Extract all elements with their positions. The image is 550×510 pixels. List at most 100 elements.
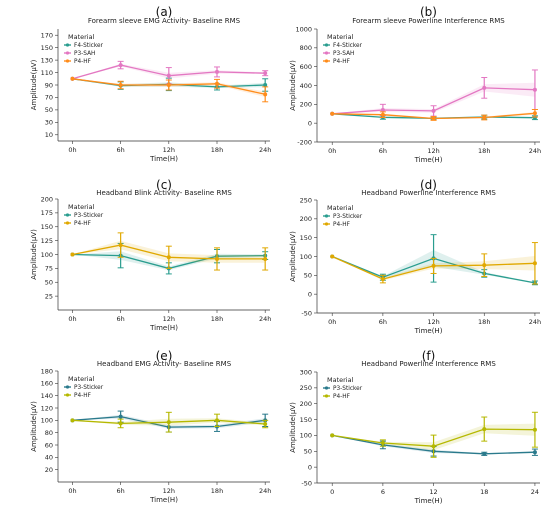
legend-entry: F4-Sticker [333, 43, 363, 49]
panel-label: (d) [420, 178, 437, 192]
x-tick-label: 18 [480, 488, 488, 496]
x-axis-label: Time(H) [414, 497, 443, 505]
y-tick-label: 130 [41, 56, 53, 64]
legend: Material F4-Sticker P3-SAH P4-HF [64, 33, 104, 65]
y-tick-label: 150 [41, 44, 53, 52]
y-tick-label: 300 [300, 368, 312, 376]
legend-entry: P4-HF [333, 394, 350, 400]
data-point [263, 83, 268, 87]
series-P4-HF [330, 242, 538, 285]
chart-title: Forearm sleeve EMG Activity- Baseline RM… [88, 17, 241, 25]
legend-entry: P4-HF [74, 59, 91, 65]
y-tick-label: 200 [300, 400, 312, 408]
legend-marker [324, 394, 329, 398]
x-tick-label: 18h [478, 318, 490, 326]
y-tick-label: 110 [41, 69, 53, 77]
x-tick-label: 24h [259, 315, 271, 323]
y-axis-label: Amplitude(µV) [30, 229, 38, 280]
data-point [263, 92, 268, 97]
y-tick-label: 30 [45, 119, 53, 127]
data-point [532, 261, 537, 266]
series-P3-SAH [330, 69, 538, 117]
data-point [532, 427, 537, 432]
legend-marker [65, 213, 70, 217]
x-axis-label: Time(H) [149, 324, 178, 332]
data-point [166, 73, 171, 78]
data-point [70, 418, 75, 423]
legend-marker [324, 214, 329, 218]
data-point [215, 256, 219, 261]
legend-entry: P3-SAH [333, 51, 354, 57]
y-tick-label: 10 [45, 131, 53, 139]
y-tick-label: 170 [41, 32, 53, 40]
legend-title: Material [68, 375, 95, 383]
y-tick-label: 150 [300, 234, 312, 242]
data-point [118, 414, 123, 419]
y-tick-label: 180 [41, 367, 53, 375]
panel-label: (e) [156, 349, 173, 363]
x-tick-label: 24h [259, 146, 271, 154]
data-point [118, 421, 123, 426]
y-tick-label: 20 [45, 466, 53, 474]
data-point [482, 115, 487, 120]
legend-marker [65, 393, 70, 397]
y-axis-label: Amplitude(µV) [289, 231, 297, 282]
legend-entry: P3-Sticker [333, 386, 363, 392]
y-tick-label: 100 [300, 432, 312, 440]
x-tick-label: 0h [328, 147, 336, 155]
y-tick-label: 600 [300, 63, 312, 71]
data-point [330, 111, 335, 116]
legend-marker [324, 222, 329, 226]
y-tick-label: 0 [308, 463, 312, 471]
legend-marker [65, 51, 70, 55]
panel-label: (c) [156, 178, 172, 192]
data-point [532, 111, 537, 116]
x-tick-label: 6h [379, 147, 387, 155]
legend-entry: P3-SAH [74, 51, 95, 57]
x-tick-label: 12h [163, 315, 175, 323]
x-tick-label: 24h [529, 147, 541, 155]
x-tick-label: 6h [117, 315, 125, 323]
data-point [380, 277, 385, 282]
data-point [431, 444, 436, 449]
y-tick-label: 1000 [295, 25, 312, 33]
legend-marker [324, 59, 329, 63]
y-tick-label: -200 [297, 138, 312, 146]
y-tick-label: 50 [45, 279, 53, 287]
series-P4-HF [70, 411, 269, 433]
chart-title: Headband Powerline Interference RMS [361, 360, 496, 368]
chart-panel-1: (a)Forearm sleeve EMG Activity- Baseline… [30, 5, 271, 163]
chart-panel-6: (f)Headband Powerline Interference RMS -5… [289, 349, 540, 505]
legend-marker [65, 43, 70, 47]
data-point [431, 108, 436, 113]
y-axis-label: Amplitude(µV) [289, 402, 297, 453]
y-tick-label: 175 [41, 209, 53, 217]
panel-label: (f) [422, 349, 436, 363]
legend-entry: P3-Sticker [333, 214, 363, 220]
y-tick-label: 100 [300, 253, 312, 261]
y-tick-label: 70 [45, 94, 53, 102]
data-point [380, 107, 385, 112]
legend-entry: P4-HF [333, 59, 350, 65]
x-tick-label: 18h [211, 487, 223, 495]
x-tick-label: 24 [531, 488, 539, 496]
legend-entry: P3-Sticker [74, 385, 104, 391]
chart-panel-3: (c)Headband Blink Activity- Baseline RMS… [30, 178, 271, 332]
data-point [431, 116, 436, 121]
data-point [482, 263, 487, 268]
legend-marker [65, 385, 70, 389]
data-point [330, 254, 335, 259]
x-tick-label: 0h [68, 146, 76, 154]
x-tick-label: 6h [379, 318, 387, 326]
y-tick-label: 160 [41, 380, 53, 388]
x-tick-label: 24h [529, 318, 541, 326]
legend: Material P3-Sticker P4-HF [64, 203, 104, 227]
data-point [263, 256, 268, 261]
y-tick-label: 125 [41, 237, 53, 245]
x-axis-label: Time(H) [414, 327, 443, 335]
y-tick-label: 250 [300, 384, 312, 392]
y-tick-label: 0 [308, 290, 312, 298]
legend-entry: P4-HF [74, 393, 91, 399]
data-point [263, 71, 268, 76]
